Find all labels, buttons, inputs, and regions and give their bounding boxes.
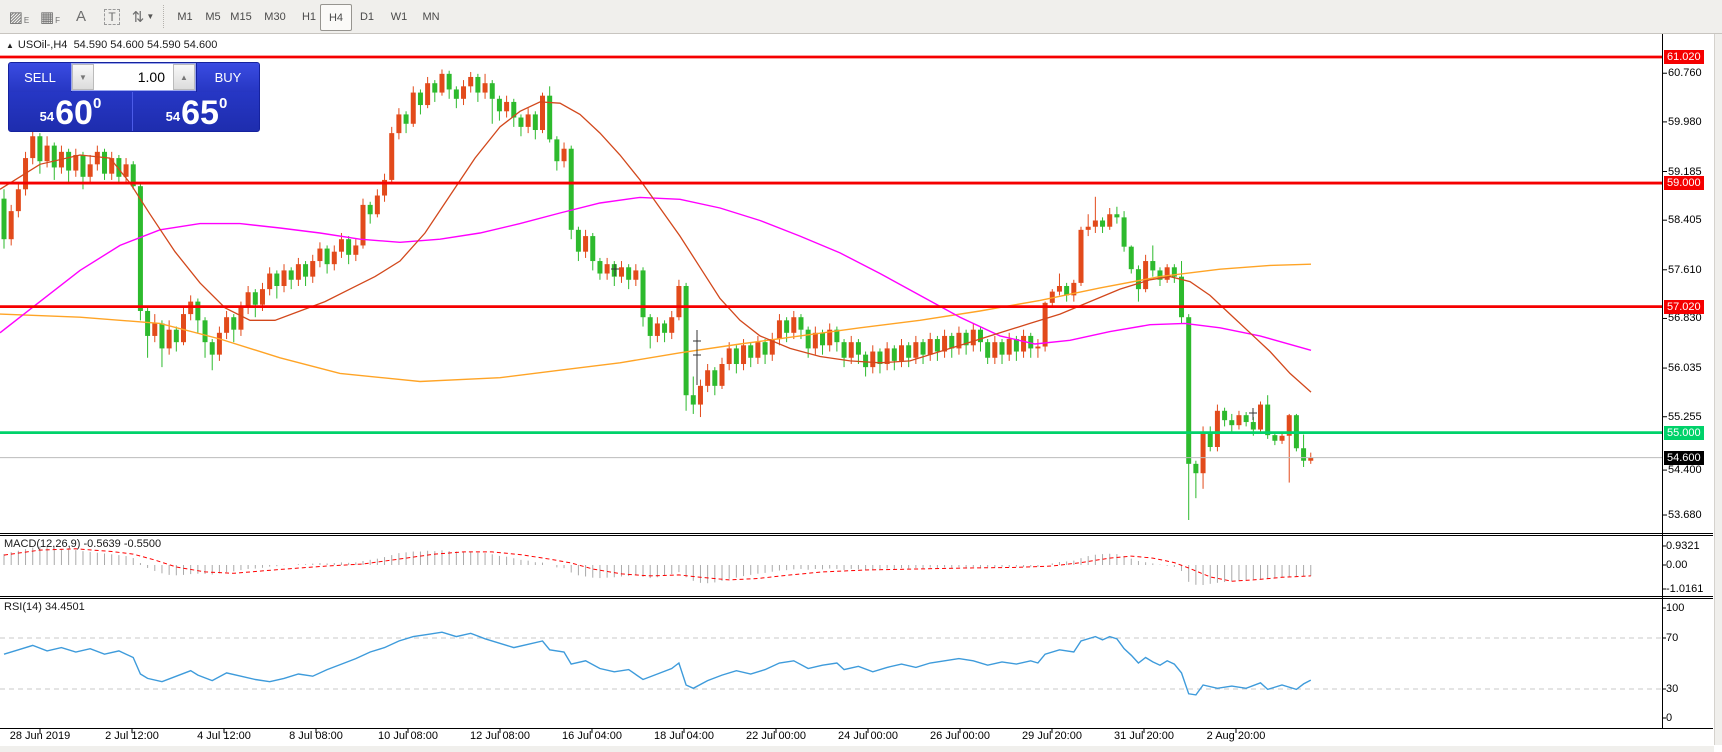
indicator-axis-label: -1.0161 — [1666, 583, 1704, 595]
price-axis-label: 54.400 — [1668, 464, 1702, 477]
price-badge-57.020: 57.020 — [1664, 299, 1704, 314]
chart-title: ▲ USOil-,H4 54.590 54.600 54.590 54.600 — [6, 39, 217, 51]
timeframe-h4[interactable]: H4 — [320, 4, 352, 31]
sell-price-prefix: 54 — [39, 109, 55, 124]
indicator-axis-label: 0.00 — [1666, 559, 1688, 571]
price-axis-label: 59.185 — [1668, 165, 1702, 178]
collapse-arrow-icon[interactable]: ▲ — [6, 41, 14, 50]
time-axis-label: 16 Jul 04:00 — [562, 730, 622, 742]
timeframe-m5[interactable]: M5 — [205, 10, 221, 23]
timeframe-d1[interactable]: D1 — [359, 10, 375, 23]
indicator-axis-label: 30 — [1666, 683, 1679, 695]
time-axis-label: 29 Jul 20:00 — [1022, 730, 1082, 742]
price-axis-label: 53.680 — [1668, 509, 1702, 522]
symbol-timeframe: USOil-,H4 — [17, 39, 68, 51]
timeframe-m30[interactable]: M30 — [264, 10, 286, 23]
macd-label: MACD(12,26,9) -0.5639 -0.5500 — [4, 538, 162, 550]
buy-price-sup: 0 — [218, 95, 228, 112]
time-axis-label: 26 Jul 00:00 — [930, 730, 990, 742]
bottom-strip — [0, 746, 1714, 752]
price-axis-label: 55.255 — [1668, 410, 1702, 423]
time-axis-label: 24 Jul 00:00 — [838, 730, 898, 742]
one-click-trading-panel: SELL ▼ 1.00 ▲ BUY 54 60 0 54 65 0 — [8, 62, 260, 132]
time-axis-label: 8 Jul 08:00 — [289, 730, 343, 742]
time-axis-label: 22 Jul 00:00 — [746, 730, 806, 742]
price-axis-label: 57.610 — [1668, 263, 1702, 276]
price-axis-label: 56.830 — [1668, 312, 1702, 325]
time-axis-label: 2 Jul 12:00 — [105, 730, 159, 742]
toolbar: ▨ E ▦ F A T ⇅ ▼ M1 M5 M15 M30 H1 H4 D1 W1 MN — [0, 0, 1722, 34]
vertical-scrollbar[interactable] — [1714, 33, 1722, 745]
indicator-axis-label: 0 — [1666, 712, 1673, 724]
grid-pattern-icon[interactable]: ▦ F — [39, 8, 61, 26]
time-axis-label: 2 Aug 20:00 — [1206, 730, 1266, 742]
volume-decrease-button[interactable]: ▼ — [72, 64, 94, 90]
time-axis-label: 28 Jun 2019 — [9, 730, 71, 742]
timeframe-mn[interactable]: MN — [422, 10, 440, 23]
buy-price-prefix: 54 — [165, 109, 181, 124]
timeframe-m1[interactable]: M1 — [177, 10, 193, 23]
indicator-axis-label: 100 — [1666, 602, 1685, 614]
price-axis-label: 60.760 — [1668, 67, 1702, 80]
price-axis-label: 56.035 — [1668, 362, 1702, 375]
time-axis-label: 31 Jul 20:00 — [1114, 730, 1174, 742]
price-axis-label: 58.405 — [1668, 214, 1702, 227]
volume-spinner: ▼ 1.00 ▲ — [71, 63, 196, 91]
indicator-edit-icon[interactable]: ▨ E — [8, 8, 30, 26]
chart-surface[interactable] — [0, 33, 1662, 728]
volume-input[interactable]: 1.00 — [137, 69, 165, 85]
time-axis-label: 18 Jul 04:00 — [654, 730, 714, 742]
sell-price-big: 60 — [55, 94, 93, 132]
indicator-axis-label: 0.9321 — [1666, 540, 1700, 552]
buy-button[interactable]: BUY — [196, 63, 259, 92]
ohlc-values: 54.590 54.600 54.590 54.600 — [73, 39, 218, 51]
price-badge-55.000: 55.000 — [1664, 425, 1704, 440]
timeframe-h1[interactable]: H1 — [301, 10, 317, 23]
price-axis-label: 59.980 — [1668, 115, 1702, 128]
time-axis-label: 4 Jul 12:00 — [197, 730, 251, 742]
sell-price-button[interactable]: 54 60 0 — [9, 92, 133, 131]
time-axis-label: 10 Jul 08:00 — [378, 730, 438, 742]
time-axis-label: 12 Jul 08:00 — [470, 730, 530, 742]
sell-button[interactable]: SELL — [9, 63, 72, 92]
arrange-objects-icon[interactable]: ⇅ ▼ — [131, 8, 155, 26]
sell-price-sup: 0 — [92, 95, 102, 112]
timeframe-w1[interactable]: W1 — [390, 10, 408, 23]
price-badge-61.020: 61.020 — [1664, 50, 1704, 64]
price-badge-59.000: 59.000 — [1664, 176, 1704, 191]
rsi-label: RSI(14) 34.4501 — [4, 601, 85, 613]
volume-increase-button[interactable]: ▲ — [173, 64, 195, 90]
buy-price-button[interactable]: 54 65 0 — [134, 92, 259, 131]
text-annotation-icon[interactable]: A — [75, 8, 86, 25]
text-box-icon[interactable]: T — [99, 4, 125, 29]
buy-price-big: 65 — [181, 94, 219, 132]
price-badge-54.600: 54.600 — [1664, 450, 1704, 465]
indicator-axis-label: 70 — [1666, 632, 1679, 644]
timeframe-m15[interactable]: M15 — [230, 10, 252, 23]
toolbar-separator — [163, 5, 165, 28]
